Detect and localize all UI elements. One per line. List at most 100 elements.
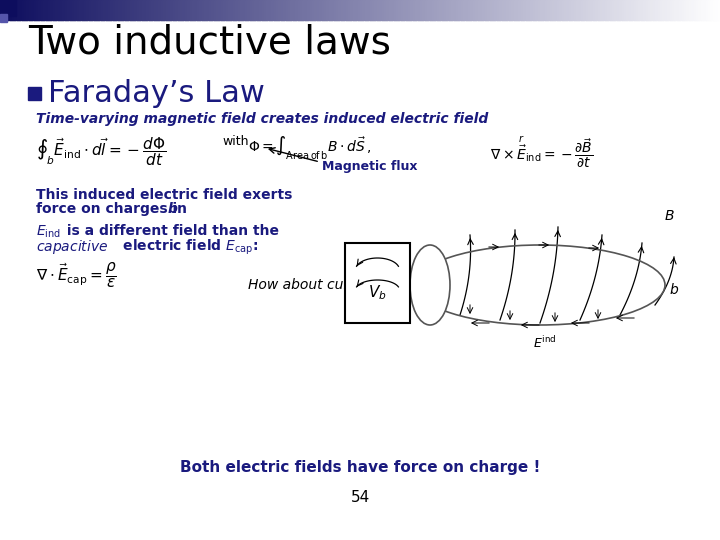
Text: This induced electric field exerts: This induced electric field exerts bbox=[36, 188, 292, 202]
Bar bbox=[590, 0, 594, 20]
Bar bbox=[55, 0, 58, 20]
Bar bbox=[492, 0, 495, 20]
Bar bbox=[475, 0, 479, 20]
Bar bbox=[333, 0, 337, 20]
Bar bbox=[634, 0, 637, 20]
Bar bbox=[67, 0, 71, 20]
Bar bbox=[17, 0, 20, 20]
Bar bbox=[343, 0, 346, 20]
Bar bbox=[425, 0, 428, 20]
Text: $\oint_{b} \vec{E}_{\mathrm{ind}} \cdot d\vec{l} = -\dfrac{d\Phi}{dt}$: $\oint_{b} \vec{E}_{\mathrm{ind}} \cdot … bbox=[36, 135, 166, 168]
Bar bbox=[274, 0, 277, 20]
Bar bbox=[495, 0, 498, 20]
Bar bbox=[605, 0, 608, 20]
Bar bbox=[677, 0, 680, 20]
Ellipse shape bbox=[410, 245, 450, 325]
Bar bbox=[326, 0, 330, 20]
Bar bbox=[461, 0, 464, 20]
Bar bbox=[110, 0, 114, 20]
Bar bbox=[259, 0, 263, 20]
Bar bbox=[585, 0, 589, 20]
Bar bbox=[149, 0, 152, 20]
Bar bbox=[135, 0, 138, 20]
Bar bbox=[451, 0, 454, 20]
Bar bbox=[225, 0, 229, 20]
Bar bbox=[454, 0, 457, 20]
Bar bbox=[211, 0, 215, 20]
Bar bbox=[245, 0, 248, 20]
Bar bbox=[413, 0, 416, 20]
Bar bbox=[228, 0, 231, 20]
Bar bbox=[142, 0, 145, 20]
Bar bbox=[45, 0, 49, 20]
Bar bbox=[252, 0, 256, 20]
Bar bbox=[34, 0, 37, 20]
Bar bbox=[48, 0, 51, 20]
Bar bbox=[646, 0, 649, 20]
Bar bbox=[235, 0, 238, 20]
Bar bbox=[513, 0, 517, 20]
Bar bbox=[624, 0, 627, 20]
Text: b: b bbox=[168, 202, 178, 216]
Bar bbox=[703, 0, 706, 20]
Bar bbox=[27, 0, 30, 20]
Bar bbox=[516, 0, 519, 20]
Bar bbox=[53, 0, 56, 20]
Bar bbox=[549, 0, 553, 20]
Bar bbox=[502, 0, 505, 20]
Bar bbox=[693, 0, 697, 20]
Text: Two inductive laws: Two inductive laws bbox=[28, 24, 391, 62]
Bar bbox=[264, 0, 267, 20]
Bar bbox=[230, 0, 234, 20]
Bar bbox=[341, 0, 344, 20]
Bar bbox=[619, 0, 623, 20]
Text: b: b bbox=[670, 283, 679, 297]
Bar bbox=[338, 0, 342, 20]
Bar bbox=[396, 0, 400, 20]
Bar bbox=[0, 0, 16, 16]
Bar bbox=[713, 0, 716, 20]
Bar bbox=[477, 0, 481, 20]
Bar bbox=[391, 0, 395, 20]
Bar bbox=[480, 0, 483, 20]
Bar bbox=[706, 0, 709, 20]
Bar bbox=[329, 0, 332, 20]
Bar bbox=[41, 0, 44, 20]
Bar bbox=[689, 0, 692, 20]
Bar bbox=[319, 0, 323, 20]
Bar bbox=[374, 0, 378, 20]
Text: is a different field than the: is a different field than the bbox=[62, 224, 279, 238]
Bar bbox=[240, 0, 243, 20]
Bar bbox=[459, 0, 462, 20]
Bar bbox=[648, 0, 652, 20]
Bar bbox=[94, 0, 97, 20]
Bar bbox=[684, 0, 688, 20]
Bar bbox=[197, 0, 200, 20]
Bar bbox=[405, 0, 409, 20]
Bar bbox=[214, 0, 217, 20]
Bar bbox=[336, 0, 339, 20]
Bar bbox=[286, 0, 289, 20]
Bar bbox=[257, 0, 260, 20]
Bar bbox=[403, 0, 407, 20]
Bar bbox=[526, 0, 529, 20]
Bar bbox=[130, 0, 133, 20]
Text: B: B bbox=[665, 209, 675, 223]
Bar bbox=[146, 0, 150, 20]
Bar bbox=[60, 0, 63, 20]
Bar bbox=[384, 0, 387, 20]
Bar bbox=[662, 0, 666, 20]
Bar bbox=[161, 0, 164, 20]
Bar bbox=[626, 0, 630, 20]
Bar bbox=[367, 0, 371, 20]
Text: Magnetic flux: Magnetic flux bbox=[322, 160, 418, 173]
Bar bbox=[65, 0, 68, 20]
Bar bbox=[660, 0, 663, 20]
Bar bbox=[621, 0, 625, 20]
Bar bbox=[221, 0, 224, 20]
Bar bbox=[629, 0, 632, 20]
Bar bbox=[415, 0, 418, 20]
Bar bbox=[398, 0, 402, 20]
Bar bbox=[250, 0, 253, 20]
Bar bbox=[89, 0, 92, 20]
